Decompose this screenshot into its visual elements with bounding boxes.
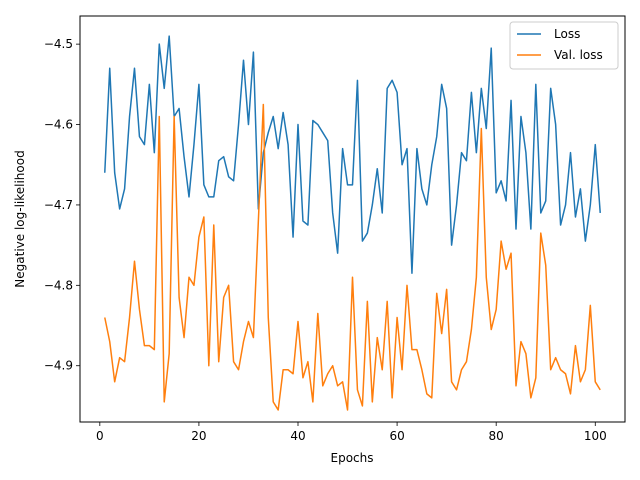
series-line-val-loss (104, 103, 601, 411)
y-axis: −4.9 −4.8 −4.7 −4.6 −4.5 (44, 37, 80, 373)
x-tick-label: 60 (389, 429, 404, 443)
y-tick-label: −4.7 (44, 198, 73, 212)
x-tick-label: 20 (191, 429, 206, 443)
x-tick-label: 40 (290, 429, 305, 443)
y-tick-label: −4.9 (44, 359, 73, 373)
legend-label-val-loss: Val. loss (554, 48, 603, 62)
x-tick-label: 0 (96, 429, 104, 443)
x-tick-label: 80 (489, 429, 504, 443)
x-axis: 0 20 40 60 80 100 (96, 422, 607, 443)
y-axis-label: Negative log-likelihood (13, 150, 27, 287)
y-tick-label: −4.8 (44, 278, 73, 292)
legend: Loss Val. loss (509, 21, 619, 70)
y-tick-label: −4.5 (44, 37, 73, 51)
y-tick-label: −4.6 (44, 118, 73, 132)
series-line-loss (104, 35, 601, 275)
plot-area-frame (79, 15, 626, 423)
x-tick-label: 100 (584, 429, 607, 443)
series-layer (104, 35, 601, 411)
legend-label-loss: Loss (554, 27, 580, 41)
x-axis-label: Epochs (331, 451, 374, 465)
